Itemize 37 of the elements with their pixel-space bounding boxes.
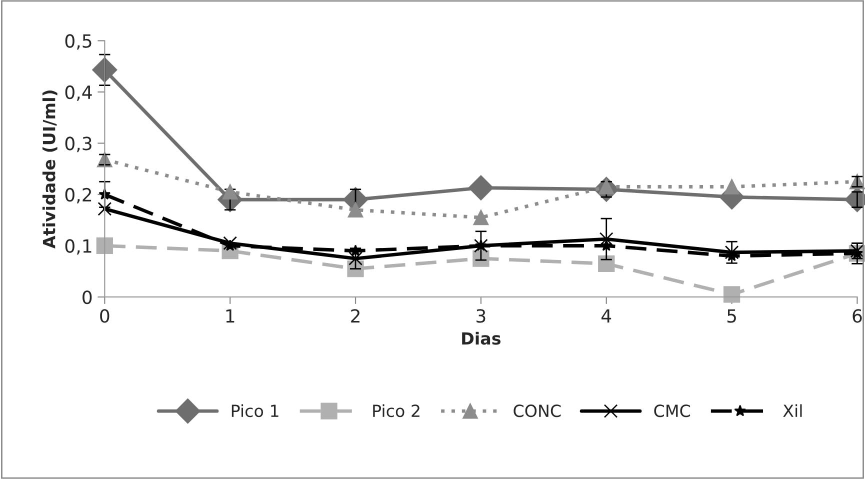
point bbox=[468, 175, 494, 200]
x-axis-title: Dias bbox=[462, 332, 501, 345]
point bbox=[724, 179, 740, 194]
point bbox=[348, 202, 364, 218]
legend-label: CONC bbox=[514, 404, 561, 418]
y-tick-label: 0,2 bbox=[65, 188, 92, 204]
x-tick-label: 2 bbox=[351, 309, 360, 323]
point bbox=[350, 244, 362, 256]
point bbox=[223, 236, 238, 250]
x-tick-label: 1 bbox=[226, 309, 234, 323]
x-tick-label: 6 bbox=[852, 309, 862, 323]
y-tick-label: 0 bbox=[82, 290, 92, 304]
point bbox=[600, 239, 612, 251]
point bbox=[599, 232, 614, 246]
point bbox=[96, 237, 113, 254]
point bbox=[724, 245, 739, 260]
x-tick-label: 0 bbox=[100, 309, 110, 323]
legend-label: Xil bbox=[783, 404, 802, 417]
point bbox=[348, 252, 362, 266]
legend-label: CMC bbox=[654, 404, 690, 418]
x-tick-label: 4 bbox=[602, 309, 612, 323]
y-tick-label: 0,4 bbox=[65, 85, 92, 101]
y-axis-title: Atividade (UI/ml) bbox=[42, 90, 58, 249]
y-tick-label: 0,1 bbox=[65, 239, 92, 255]
y-tick-label: 0,3 bbox=[65, 136, 92, 152]
point bbox=[726, 250, 738, 262]
y-tick-label: 0,5 bbox=[65, 34, 92, 50]
legend-label: Pico 2 bbox=[373, 404, 420, 418]
point bbox=[598, 255, 615, 272]
x-tick-label: 3 bbox=[476, 309, 486, 323]
point bbox=[222, 184, 238, 200]
legend-label: Pico 1 bbox=[232, 404, 278, 418]
point bbox=[98, 202, 112, 216]
point bbox=[473, 210, 489, 226]
point bbox=[723, 286, 740, 303]
point bbox=[92, 57, 118, 82]
x-tick-label: 5 bbox=[727, 309, 736, 323]
